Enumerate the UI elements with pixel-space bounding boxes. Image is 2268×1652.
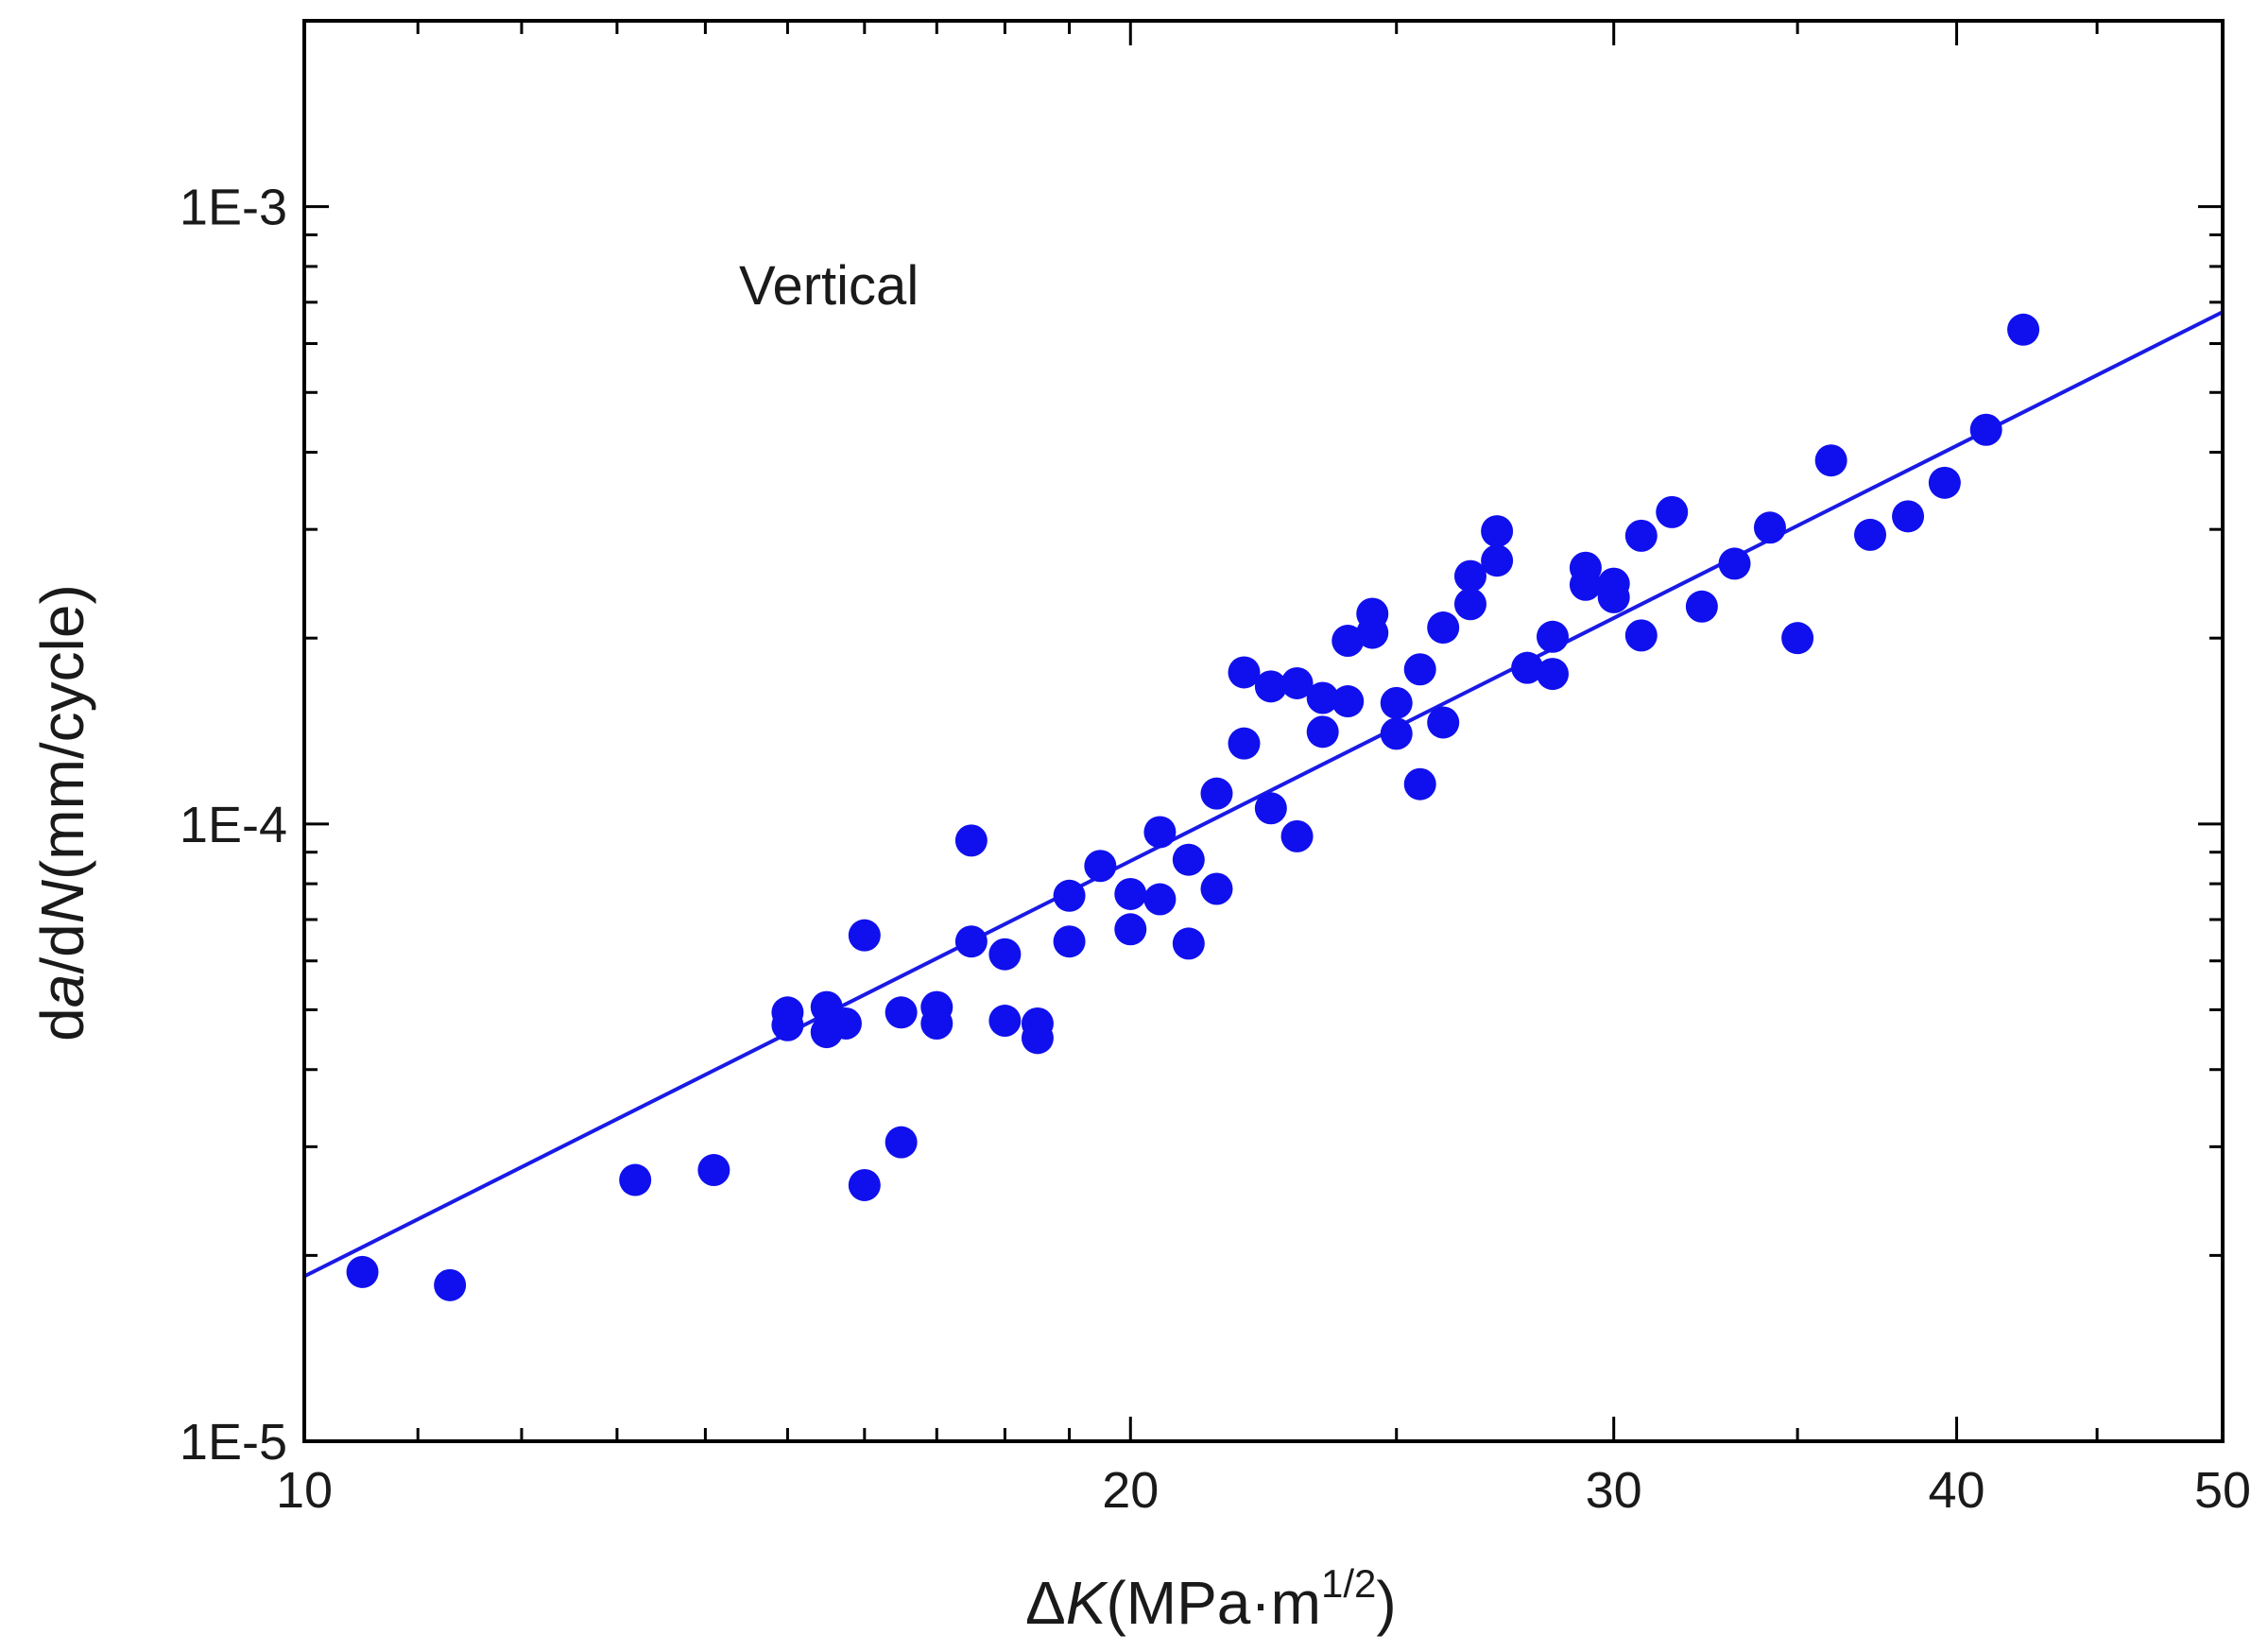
data-point <box>885 1126 918 1159</box>
data-point <box>619 1163 652 1196</box>
data-point <box>954 925 988 958</box>
data-point <box>1021 1022 1054 1055</box>
data-point <box>771 1008 804 1041</box>
data-point <box>1114 877 1147 910</box>
data-point <box>1172 927 1205 960</box>
x-tick-label: 30 <box>1586 1462 1642 1519</box>
data-point <box>885 996 918 1029</box>
data-point <box>1453 559 1486 593</box>
data-point <box>1228 656 1261 689</box>
data-point <box>1814 444 1847 477</box>
data-point <box>1854 518 1887 551</box>
data-point <box>1781 622 1814 655</box>
y-axis-title-d2: /d <box>28 923 96 973</box>
data-point <box>1280 666 1314 699</box>
x-tick-label: 20 <box>1102 1462 1159 1519</box>
data-point <box>1200 872 1233 905</box>
data-point <box>1624 519 1658 552</box>
y-tick-label: 1E-5 <box>180 1414 287 1471</box>
data-point <box>1481 515 1514 548</box>
data-point <box>1280 819 1314 852</box>
data-point <box>1427 611 1460 645</box>
data-point <box>1753 511 1786 544</box>
data-point <box>1511 651 1544 684</box>
data-point <box>1685 590 1718 623</box>
x-tick-labels: 10 20 30 40 50 <box>276 1462 2251 1519</box>
y-tick-label: 1E-3 <box>180 180 287 236</box>
data-point <box>1356 616 1389 649</box>
data-point <box>1306 715 1339 749</box>
y-tick-label: 1E-4 <box>180 797 287 853</box>
data-point <box>1453 588 1486 621</box>
y-axis-title-n: N <box>28 879 96 923</box>
data-point <box>1332 685 1365 718</box>
data-point <box>1380 717 1413 750</box>
data-point <box>988 938 1022 971</box>
data-point <box>1306 681 1339 714</box>
data-point <box>1332 625 1365 658</box>
data-point <box>1569 568 1602 601</box>
data-point <box>697 1154 730 1187</box>
x-tick-label: 40 <box>1929 1462 1985 1519</box>
plot-frame <box>302 19 2225 1443</box>
data-point <box>2007 313 2040 346</box>
x-axis-title-delta: Δ <box>1025 1569 1066 1637</box>
data-point <box>1084 850 1117 883</box>
data-point <box>1481 544 1514 577</box>
data-point <box>1053 879 1086 912</box>
data-point <box>434 1268 467 1301</box>
data-point <box>988 1005 1022 1038</box>
y-axis-title: da/dN(mm/cycle) <box>28 584 96 1041</box>
x-axis-title-exponent: 1/2 <box>1321 1561 1376 1606</box>
y-axis-title-a: a <box>28 974 96 1008</box>
x-tick-label: 10 <box>276 1462 333 1519</box>
data-point <box>1053 925 1086 958</box>
x-tick-label: 50 <box>2194 1462 2251 1519</box>
data-point <box>1172 843 1205 876</box>
data-point <box>1427 706 1460 739</box>
data-point <box>920 1007 954 1040</box>
data-point <box>1143 883 1177 916</box>
data-point <box>1536 658 1569 691</box>
data-point <box>1536 620 1569 653</box>
data-point <box>1114 913 1147 946</box>
axes-layer <box>302 19 2225 1443</box>
x-axis-title-unit: (MPa·m <box>1106 1569 1321 1637</box>
y-axis-title-d1: d <box>28 1007 96 1041</box>
data-point <box>1969 413 2002 446</box>
data-point <box>1656 495 1689 528</box>
series-annotation: Vertical <box>739 255 919 317</box>
data-point <box>848 1168 881 1201</box>
data-point <box>1254 670 1287 703</box>
data-point <box>1403 653 1436 686</box>
data-point <box>1254 792 1287 825</box>
x-axis-title-symbol: K <box>1066 1569 1109 1637</box>
data-point <box>1143 816 1177 849</box>
data-point <box>954 824 988 857</box>
data-point <box>1928 466 1961 499</box>
data-point <box>848 919 881 952</box>
data-point <box>1892 500 1925 533</box>
x-axis-title-close: ) <box>1376 1569 1396 1637</box>
data-point <box>1624 619 1658 652</box>
data-point <box>1228 727 1261 760</box>
data-point <box>1380 686 1413 719</box>
data-point <box>829 1007 862 1040</box>
x-axis-title: ΔK(MPa·m1/2) <box>1025 1561 1397 1637</box>
data-points <box>346 313 2040 1301</box>
data-point <box>346 1255 379 1288</box>
y-tick-labels: 1E-5 1E-4 1E-3 <box>180 180 287 1471</box>
data-point <box>1200 777 1233 810</box>
data-point <box>1403 767 1436 800</box>
data-point <box>1718 547 1751 580</box>
data-point <box>1597 580 1630 613</box>
y-axis-title-unit: (mm/cycle) <box>28 584 96 880</box>
